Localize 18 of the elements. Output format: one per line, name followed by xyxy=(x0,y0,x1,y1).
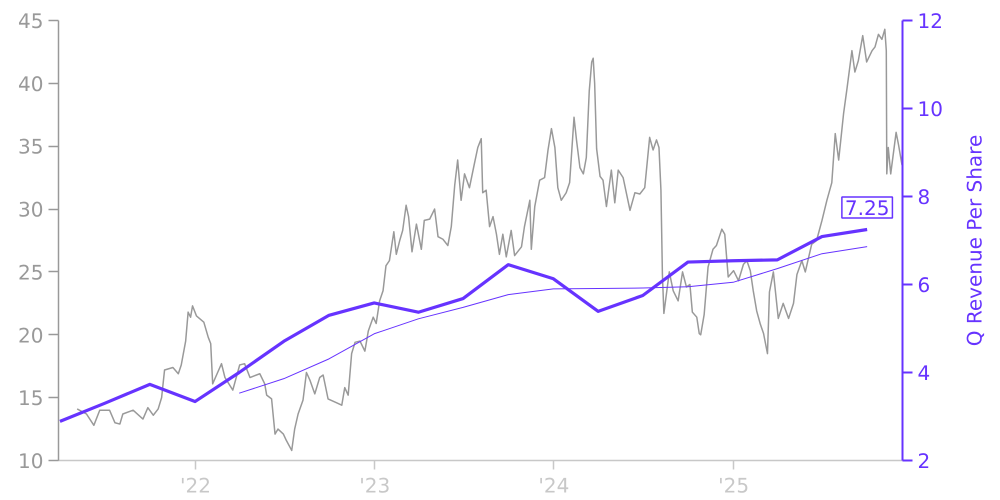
y2-tick-label: 4 xyxy=(918,361,930,385)
y-tick-label: 10 xyxy=(18,449,44,473)
y-tick-label: 40 xyxy=(18,72,44,96)
y2-tick-label: 6 xyxy=(918,273,930,297)
y-tick-label: 30 xyxy=(18,198,44,222)
y2-tick-label: 12 xyxy=(918,9,943,33)
y-tick-label: 25 xyxy=(18,260,44,284)
y2-tick-label: 8 xyxy=(918,185,930,209)
y-tick-label: 15 xyxy=(18,386,44,410)
y-tick-label: 20 xyxy=(18,323,44,348)
y-tick-label: 45 xyxy=(18,9,44,33)
y-tick-label: 35 xyxy=(18,134,44,159)
line-series xyxy=(76,28,903,452)
data-label: 7.25 xyxy=(844,196,890,220)
line-series xyxy=(58,228,869,423)
y2-axis-title: Q Revenue Per Share xyxy=(962,134,986,346)
y2-tick-label: 10 xyxy=(918,97,943,121)
y2-tick-label: 2 xyxy=(918,449,930,473)
